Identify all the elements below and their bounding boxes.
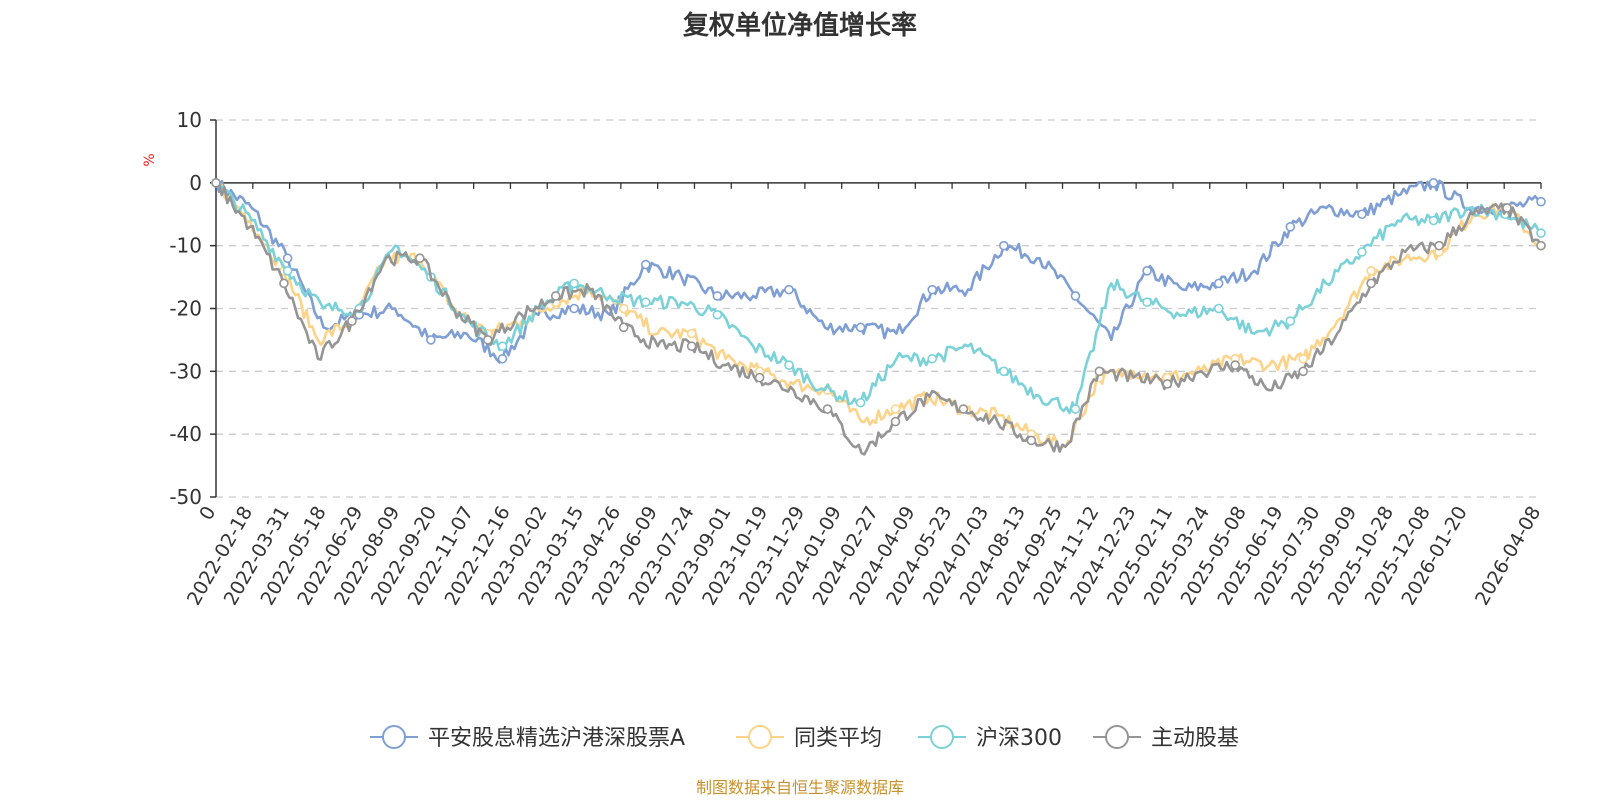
data-point: [1142, 297, 1152, 308]
data-point: [822, 404, 833, 414]
data-point: [279, 278, 289, 289]
data-point: [712, 291, 723, 301]
legend-circle-icon: [930, 725, 954, 749]
data-point: [855, 397, 866, 408]
data-point: [282, 253, 293, 264]
data-point: [927, 284, 938, 295]
y-tick-label: 0: [189, 171, 202, 195]
series-group: [211, 178, 1546, 415]
series-lines: [211, 178, 1546, 456]
y-tick-label: -40: [169, 422, 202, 446]
y-tick-label: -30: [169, 359, 202, 383]
data-point: [784, 284, 794, 295]
data-point: [1298, 353, 1308, 364]
data-point: [569, 303, 579, 314]
data-point: [686, 341, 697, 352]
data-point: [784, 360, 794, 370]
data-point: [999, 240, 1009, 251]
legend-item[interactable]: 沪深300: [918, 725, 1062, 751]
data-point: [1070, 404, 1081, 414]
legend-item[interactable]: 主动股基: [1093, 725, 1239, 751]
x-tick-label: 2026-04-08: [1471, 503, 1545, 610]
data-point: [1070, 291, 1081, 301]
data-point: [497, 353, 508, 364]
legend-circle-icon: [748, 725, 772, 749]
data-point: [211, 178, 221, 188]
data-point: [640, 259, 651, 270]
data-point: [1285, 316, 1296, 326]
data-point: [1357, 209, 1367, 220]
data-point: [1366, 265, 1376, 276]
data-point: [712, 309, 723, 320]
legend-circle-icon: [382, 725, 406, 749]
data-point: [1026, 435, 1037, 446]
data-point: [569, 278, 579, 289]
data-point: [550, 291, 561, 301]
data-point: [1536, 228, 1546, 238]
legend-item[interactable]: 同类平均: [736, 725, 882, 751]
data-point: [1142, 265, 1152, 276]
series-line: [214, 179, 1542, 364]
data-point: [958, 404, 969, 414]
data-point: [415, 253, 425, 264]
data-point: [1162, 379, 1173, 389]
data-point: [855, 322, 866, 333]
data-point: [1213, 278, 1224, 289]
data-point: [754, 372, 765, 383]
series-group: [211, 178, 1546, 456]
legend-label: 主动股基: [1151, 726, 1239, 751]
data-point: [927, 353, 938, 364]
data-point: [482, 335, 493, 345]
data-point: [347, 316, 357, 326]
y-tick-label: -10: [169, 234, 202, 258]
series-line: [215, 181, 1542, 452]
legend-label: 沪深300: [976, 726, 1062, 751]
data-point: [1536, 196, 1546, 207]
data-source-note: 制图数据来自恒生聚源数据库: [696, 778, 904, 797]
data-point: [1428, 178, 1439, 188]
data-point: [890, 404, 901, 414]
series-line: [215, 180, 1543, 456]
series-group: [211, 178, 1546, 452]
data-point: [618, 303, 629, 314]
data-point: [282, 265, 293, 276]
x-tick-label: 0: [195, 503, 220, 524]
data-point: [1230, 360, 1241, 370]
data-point: [1094, 366, 1105, 377]
axes: 100-10-20-30-40-5002022-02-182022-03-312…: [169, 108, 1545, 609]
data-point: [426, 335, 436, 345]
legend[interactable]: 平安股息精选沪港深股票A 同类平均 沪深300 主动股基: [370, 725, 1239, 751]
data-point: [618, 322, 629, 333]
data-point: [1428, 215, 1439, 226]
legend-item[interactable]: 平安股息精选沪港深股票A: [370, 725, 685, 751]
data-point: [1357, 247, 1367, 257]
data-point: [1366, 278, 1376, 289]
data-point: [1434, 240, 1444, 251]
data-point: [1298, 366, 1308, 377]
legend-circle-icon: [1105, 725, 1129, 749]
data-point: [686, 328, 697, 339]
y-axis-unit: %: [142, 153, 158, 166]
data-point: [1213, 303, 1224, 314]
legend-label: 同类平均: [794, 726, 882, 751]
legend-label: 平安股息精选沪港深股票A: [428, 726, 685, 751]
grid-lines: [216, 119, 1541, 498]
data-point: [1536, 240, 1546, 251]
data-point: [640, 297, 651, 308]
series-group: [211, 178, 1546, 364]
data-point: [1502, 203, 1512, 213]
data-point: [890, 416, 901, 427]
data-point: [497, 341, 508, 352]
y-tick-label: -20: [169, 297, 202, 321]
series-line: [215, 180, 1542, 415]
data-point: [999, 366, 1009, 377]
data-point: [1285, 222, 1296, 232]
y-tick-label: -50: [169, 485, 202, 509]
y-tick-label: 10: [177, 108, 202, 132]
chart-title: 复权单位净值增长率: [683, 10, 917, 41]
